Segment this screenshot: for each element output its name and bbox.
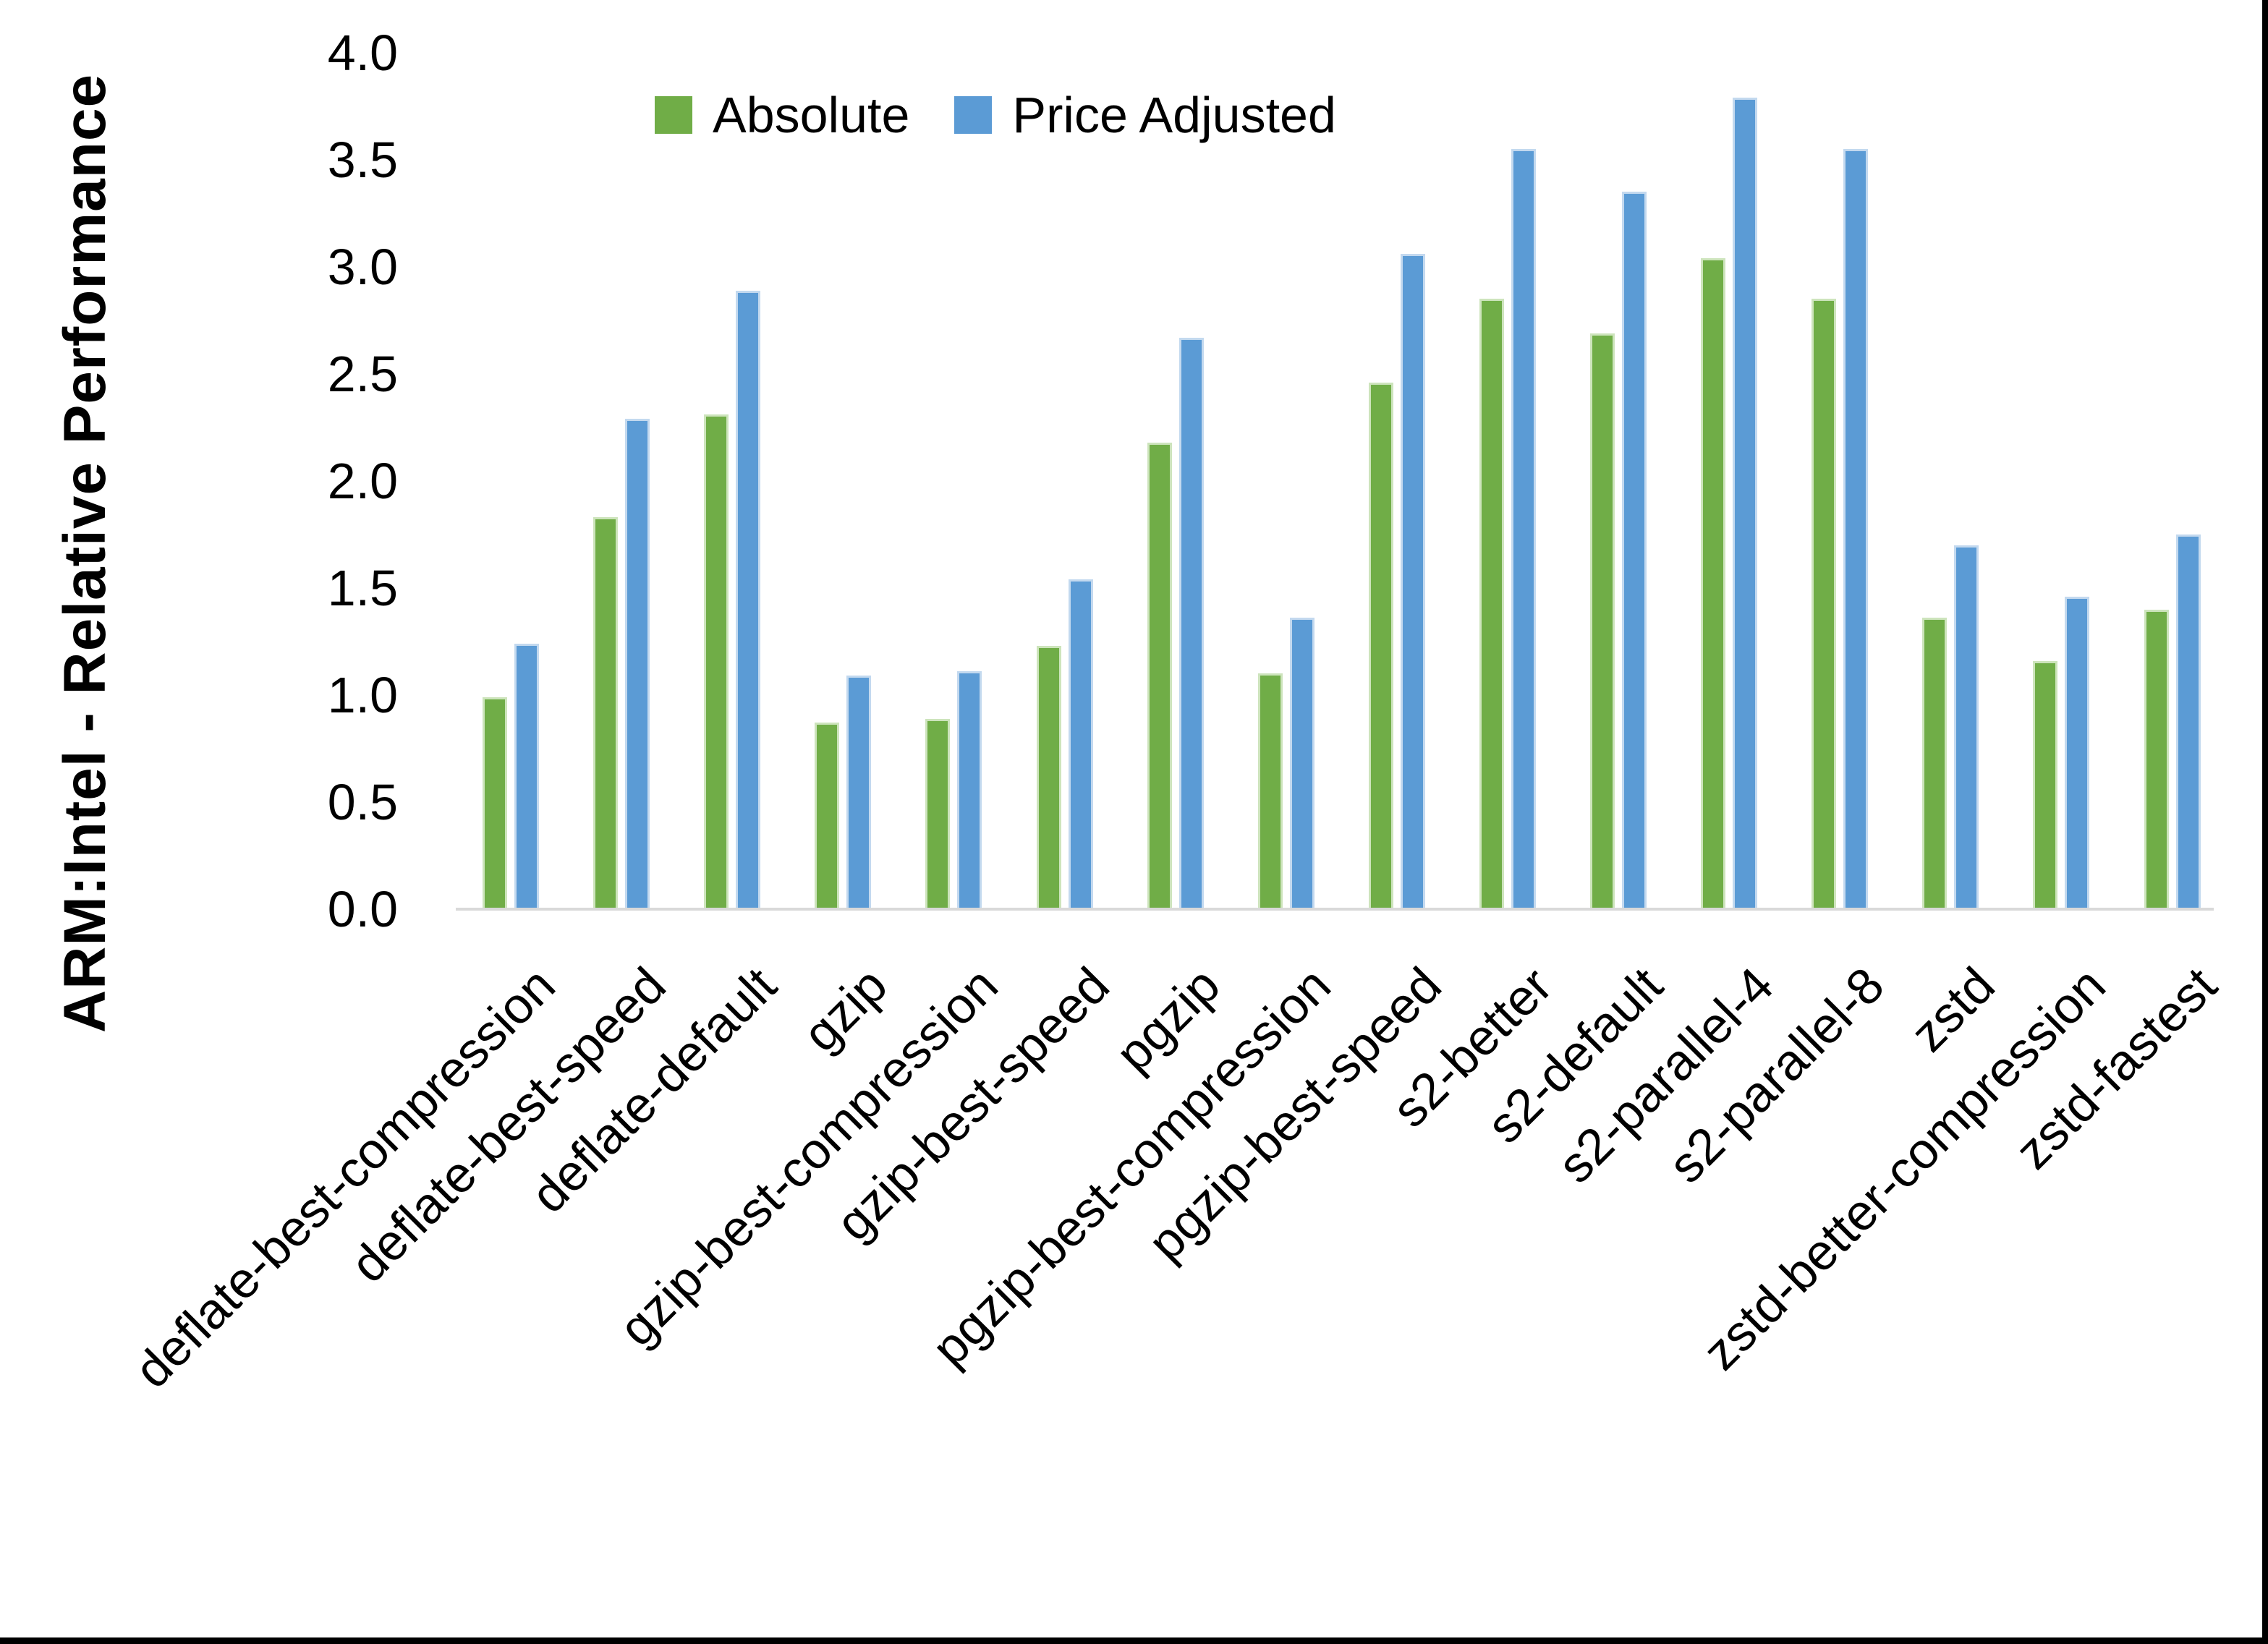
- bar-price-adjusted: [514, 644, 539, 909]
- bar-absolute: [1479, 299, 1504, 909]
- bar-price-adjusted: [1511, 149, 1536, 909]
- bar-absolute: [1812, 299, 1836, 909]
- bar-absolute: [593, 517, 618, 909]
- bar-absolute: [2144, 610, 2169, 909]
- legend-swatch-icon: [655, 96, 692, 134]
- bar-price-adjusted: [2176, 534, 2201, 909]
- bar-price-adjusted: [1179, 338, 1204, 909]
- bar-price-adjusted: [736, 291, 760, 909]
- bar-absolute: [815, 723, 839, 909]
- bar-price-adjusted: [2065, 597, 2089, 909]
- legend-label: Price Adjusted: [1012, 87, 1336, 143]
- bar-price-adjusted: [1069, 579, 1093, 909]
- bar-price-adjusted: [1401, 254, 1425, 909]
- legend: Absolute Price Adjusted: [655, 88, 1336, 142]
- bar-absolute: [1590, 333, 1615, 909]
- bar-absolute: [1922, 618, 1947, 909]
- bar-absolute: [483, 697, 507, 909]
- y-axis-tick-label: 2.5: [327, 346, 398, 402]
- frame-right-edge: [2262, 0, 2268, 1644]
- y-axis-tick-label: 1.0: [327, 667, 398, 723]
- bar-price-adjusted: [625, 419, 650, 909]
- bar-absolute: [2033, 661, 2057, 909]
- bar-price-adjusted: [1954, 545, 1979, 909]
- bar-absolute: [1701, 258, 1725, 909]
- bar-absolute: [1369, 383, 1393, 909]
- bar-price-adjusted: [1733, 98, 1757, 909]
- y-axis-tick-label: 2.0: [327, 453, 398, 509]
- y-axis-tick-label: 3.0: [327, 239, 398, 295]
- legend-swatch-icon: [954, 96, 993, 134]
- y-axis-tick-label: 3.5: [327, 132, 398, 188]
- bar-absolute: [704, 414, 729, 909]
- legend-item: Price Adjusted: [954, 87, 1336, 143]
- y-axis-title: ARM:Intel - Relative Performance: [52, 73, 118, 1034]
- y-axis-tick-label: 0.5: [327, 774, 398, 830]
- y-axis-tick-label: 0.0: [327, 881, 398, 937]
- x-axis-line: [456, 908, 2214, 911]
- bar-absolute: [925, 719, 950, 909]
- legend-item: Absolute: [655, 88, 909, 142]
- bar-price-adjusted: [1622, 192, 1647, 909]
- y-axis-tick-label: 4.0: [327, 25, 398, 81]
- legend-label: Absolute: [713, 87, 910, 143]
- bar-absolute: [1258, 673, 1283, 909]
- bar-price-adjusted: [1290, 618, 1314, 909]
- frame-bottom-edge: [0, 1637, 2268, 1644]
- bar-absolute: [1037, 646, 1061, 909]
- y-axis-tick-label: 1.5: [327, 560, 398, 616]
- bar-absolute: [1147, 443, 1172, 909]
- bar-price-adjusted: [1843, 149, 1868, 909]
- bar-price-adjusted: [957, 671, 982, 909]
- bar-price-adjusted: [846, 676, 871, 909]
